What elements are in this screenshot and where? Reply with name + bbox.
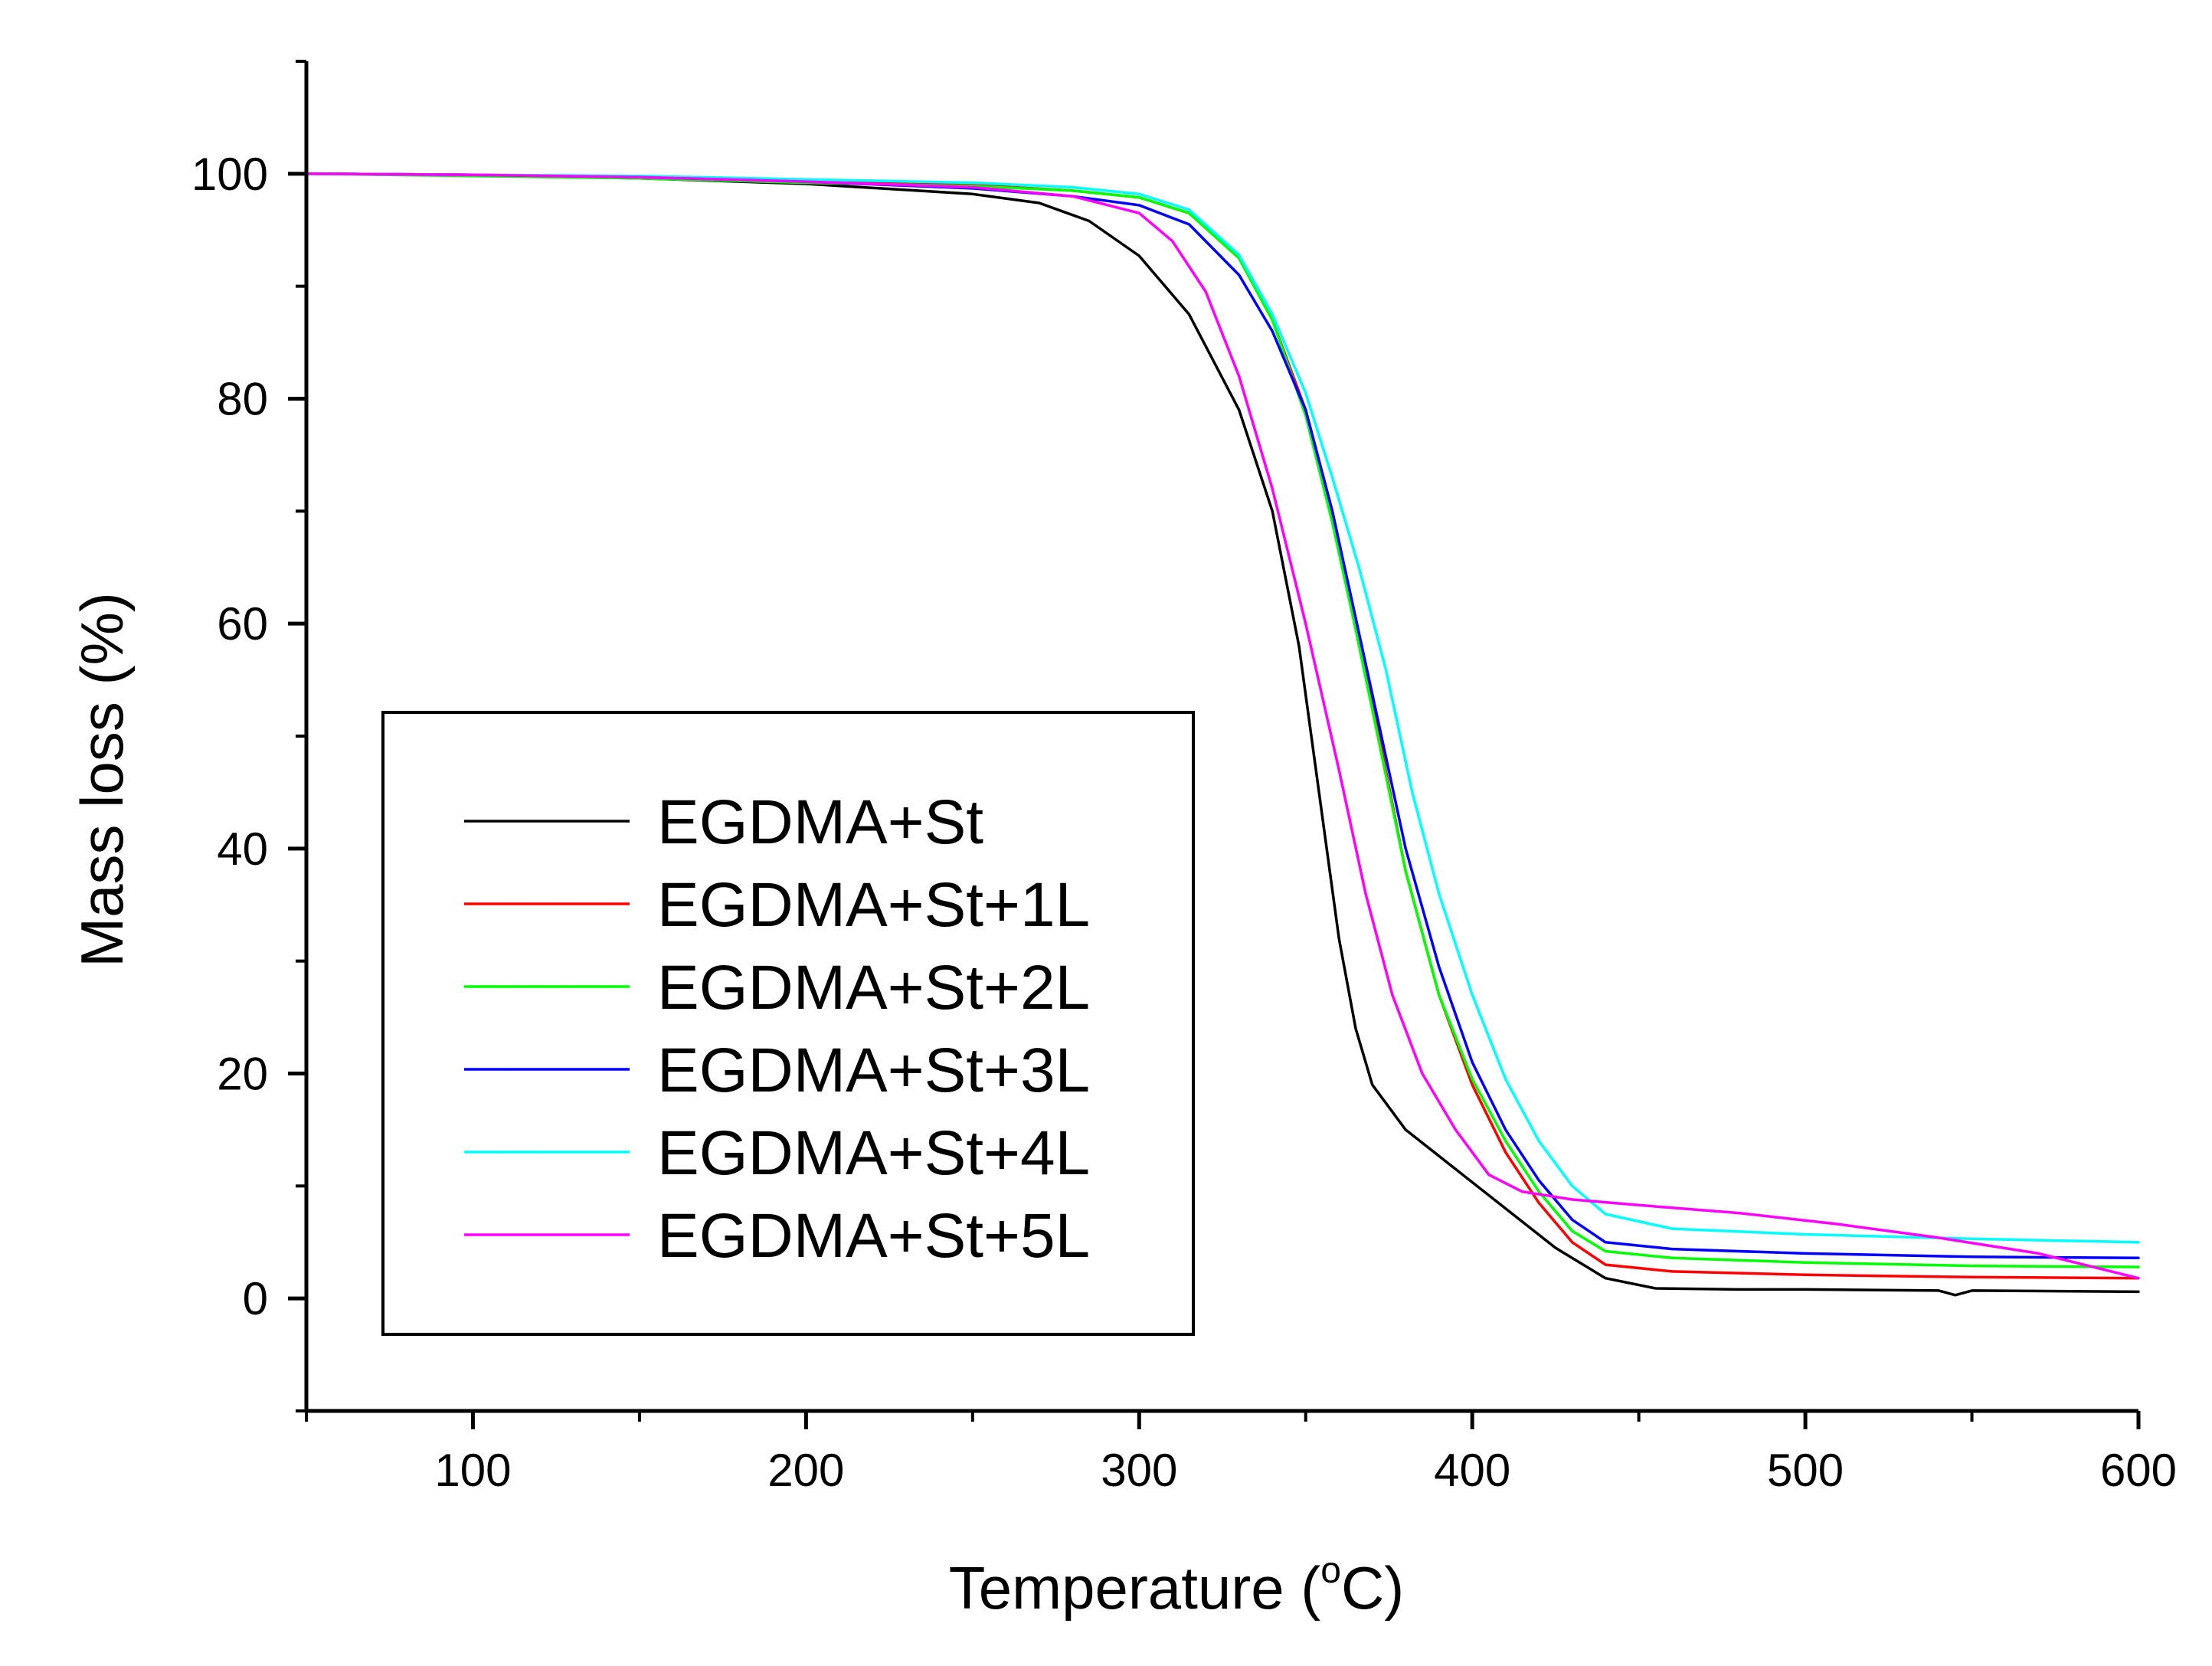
y-axis-label: Mass loss (%) [68,592,136,967]
x-tick-label: 500 [1767,1445,1844,1496]
x-tick-label: 100 [434,1445,511,1496]
legend-label: EGDMA+St [657,787,983,857]
series-lines [305,172,2140,1297]
legend: EGDMA+St EGDMA+St+1L EGDMA+St+2L EGDMA+St+3… [381,711,1195,1336]
x-tick-label: 600 [2100,1445,2177,1496]
y-tick-label: 0 [243,1273,268,1324]
x-tick-label: 400 [1434,1445,1510,1496]
x-axis-label: Temperature (oC) [949,1550,1405,1622]
series-line-1 [305,172,2140,1297]
legend-label: EGDMA+St+3L [657,1036,1090,1105]
legend-label: EGDMA+St+1L [657,870,1090,940]
x-tick-label: 200 [767,1445,844,1496]
axes: 0 20 40 60 80 100 100 200 300 400 500 600 [191,60,2177,1496]
x-tick-label: 300 [1101,1445,1177,1496]
series-line-6 [305,172,2140,1280]
legend-label: EGDMA+St+5L [657,1201,1090,1271]
y-tick-label: 60 [217,598,268,650]
y-tick-label: 80 [217,374,268,425]
legend-label: EGDMA+St+2L [657,953,1090,1023]
y-tick-label: 20 [217,1049,268,1100]
series-line-5 [305,172,2140,1244]
y-tick-label: 40 [217,823,268,875]
legend-label: EGDMA+St+4L [657,1118,1090,1188]
y-tick-label: 100 [191,149,268,200]
legend-box [381,711,1195,1336]
